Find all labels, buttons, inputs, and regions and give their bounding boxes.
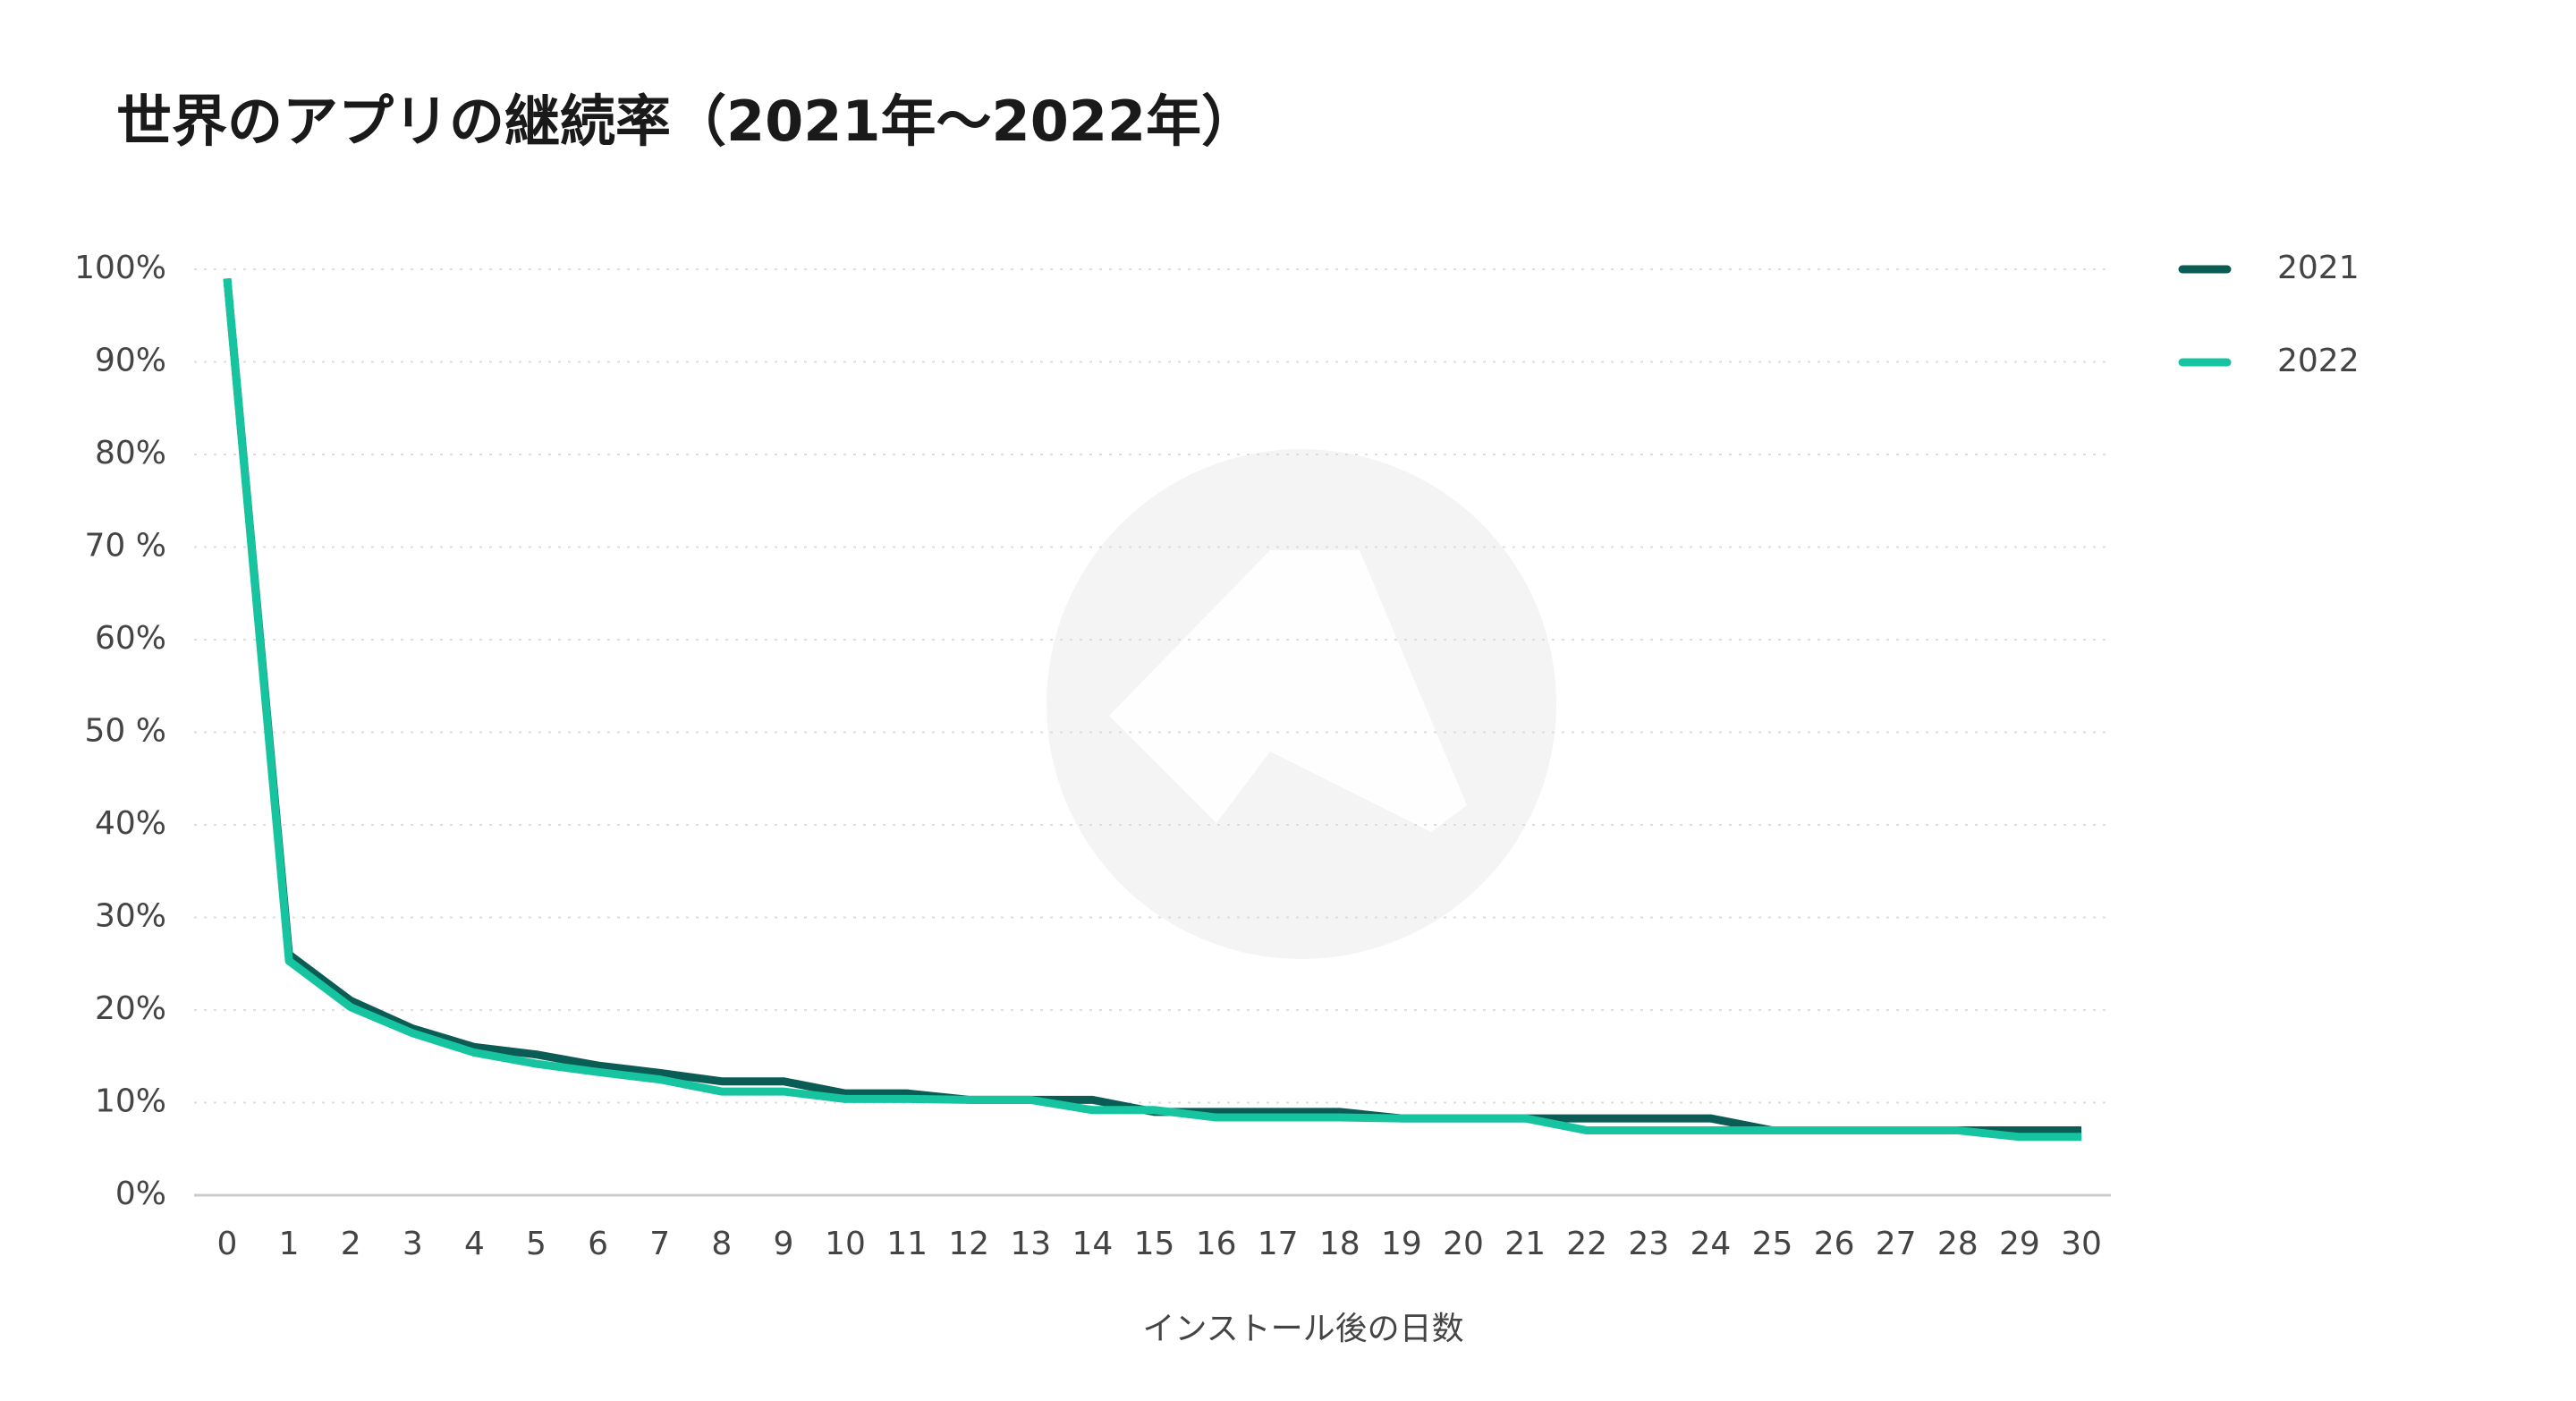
y-tick-label: 80% [95,435,166,471]
x-tick-label: 24 [1690,1226,1731,1262]
x-tick-label: 23 [1628,1226,1669,1262]
chart-title: 世界のアプリの継続率（2021年〜2022年） [116,89,1257,154]
x-tick-label: 11 [886,1226,928,1262]
x-tick-label: 26 [1814,1226,1855,1262]
x-tick-label: 19 [1381,1226,1422,1262]
x-tick-label: 14 [1072,1226,1113,1262]
x-tick-label: 3 [402,1226,423,1262]
y-tick-label: 20% [95,990,166,1027]
x-tick-label: 10 [825,1226,866,1262]
x-tick-label: 7 [649,1226,670,1262]
x-tick-label: 30 [2061,1226,2102,1262]
x-tick-label: 13 [1010,1226,1051,1262]
x-tick-label: 20 [1443,1226,1484,1262]
x-tick-label: 0 [217,1226,238,1262]
x-tick-label: 5 [526,1226,547,1262]
x-axis-label: インストール後の日数 [1142,1311,1463,1347]
y-tick-label: 10% [95,1083,166,1120]
x-tick-label: 16 [1196,1226,1237,1262]
x-tick-label: 27 [1876,1226,1917,1262]
x-tick-label: 4 [464,1226,485,1262]
x-tick-label: 12 [948,1226,989,1262]
y-tick-label: 90% [95,343,166,379]
y-tick-label: 60% [95,620,166,657]
x-tick-label: 6 [588,1226,608,1262]
x-tick-label: 25 [1752,1226,1793,1262]
x-tick-label: 17 [1258,1226,1299,1262]
y-tick-label: 30% [95,898,166,935]
y-tick-label: 50 % [85,713,166,750]
y-tick-label: 100% [74,250,166,286]
x-tick-label: 22 [1566,1226,1607,1262]
x-tick-label: 2 [341,1226,361,1262]
x-tick-label: 29 [1999,1226,2040,1262]
x-tick-label: 8 [711,1226,732,1262]
legend-label: 2021 [2277,250,2360,286]
line-series [223,277,2081,1142]
x-tick-label: 21 [1504,1226,1546,1262]
x-tick-label: 28 [1937,1226,1979,1262]
x-tick-label: 1 [279,1226,300,1262]
x-tick-label: 18 [1319,1226,1360,1262]
y-tick-label: 40% [95,805,166,842]
legend-label: 2022 [2277,343,2360,379]
x-tick-label: 9 [773,1226,793,1262]
y-tick-label: 70 % [85,528,166,565]
watermark [1046,449,1556,959]
y-tick-label: 0% [115,1176,166,1212]
x-tick-label: 15 [1134,1226,1175,1262]
